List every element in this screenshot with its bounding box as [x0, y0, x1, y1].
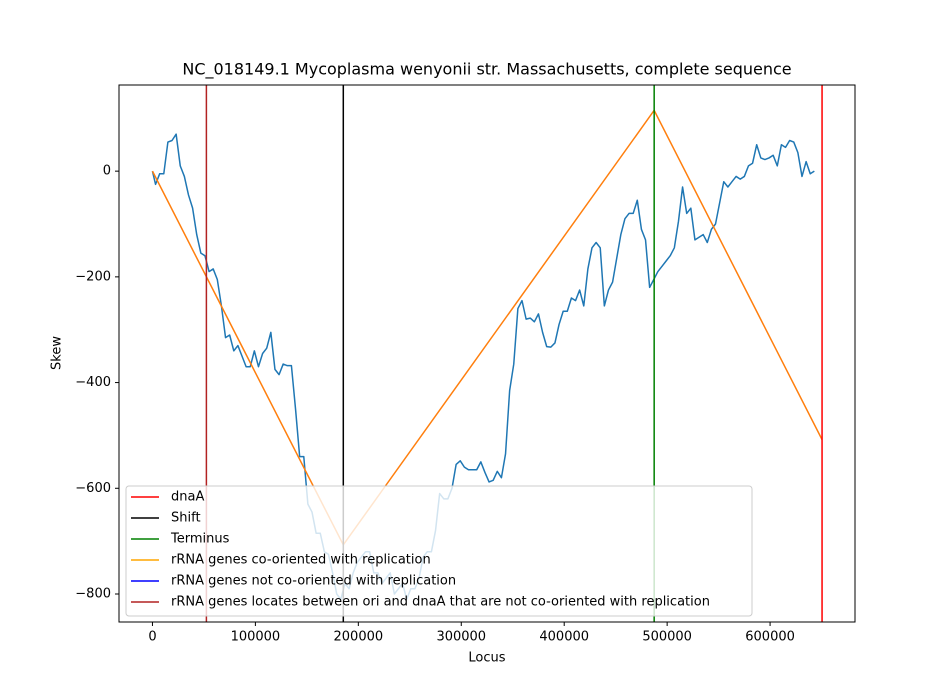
chart-title: NC_018149.1 Mycoplasma wenyonii str. Mas…: [182, 60, 791, 80]
legend-label: Shift: [171, 511, 201, 526]
x-tick-label: 100000: [231, 630, 281, 645]
y-tick-label: −200: [75, 269, 111, 284]
y-tick-label: −400: [75, 375, 111, 390]
y-tick-label: −800: [75, 586, 111, 601]
x-tick-label: 0: [148, 630, 156, 645]
y-axis-label: Skew: [50, 336, 65, 370]
skew-line: [151, 109, 823, 546]
plot-frame: [118, 84, 856, 623]
legend-label: dnaA: [171, 490, 204, 505]
y-tick-label: −600: [75, 481, 111, 496]
x-tick-label: 300000: [436, 630, 486, 645]
skew-line: [151, 133, 815, 601]
x-tick-label: 400000: [539, 630, 589, 645]
x-axis-label: Locus: [468, 651, 505, 666]
legend: dnaA Shift Terminus rRNA genes co-oriented …: [125, 485, 753, 617]
legend-label: Terminus: [170, 532, 230, 547]
x-tick-label: 500000: [642, 630, 692, 645]
legend-label: rRNA genes locates between ori and dnaA …: [171, 595, 710, 610]
x-tick-label: 600000: [745, 630, 795, 645]
x-tick-label: 200000: [334, 630, 384, 645]
y-tick-label: 0: [103, 164, 111, 179]
legend-label: rRNA genes not co-oriented with replicat…: [171, 574, 456, 589]
legend-label: rRNA genes co-oriented with replication: [171, 553, 431, 568]
legend-box: [125, 485, 753, 617]
